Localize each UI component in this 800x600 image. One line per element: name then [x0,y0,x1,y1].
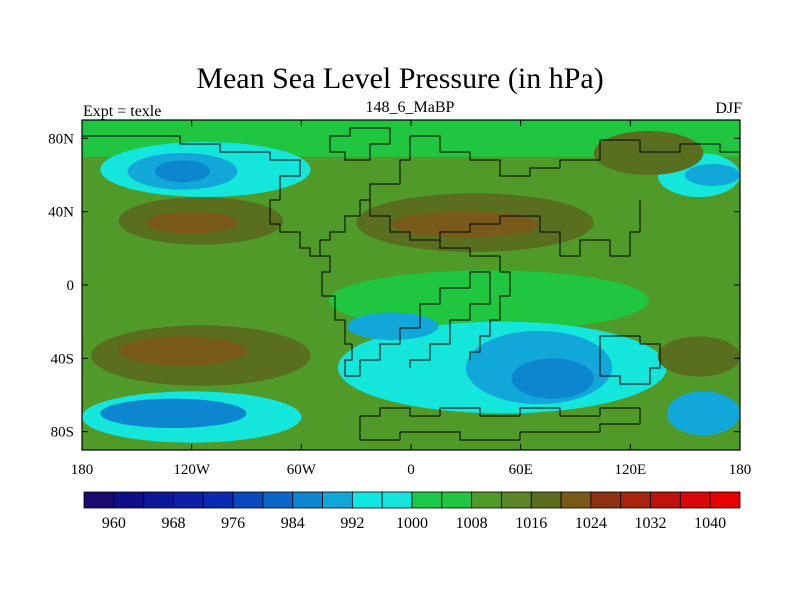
x-tick-label: 60W [287,462,317,478]
colorbar: 960 968 976 984 992 1000 1008 1016 1024 1032 1040 [83,491,741,532]
colorbar-label: 1008 [456,515,488,532]
experiment-label: Expt = texle [83,103,162,120]
period-label: 148_6_MaBP [365,99,455,116]
season-label: DJF [715,100,742,117]
colorbar-label: 960 [102,515,126,532]
field-north-subtropical-high-east-core [392,211,539,238]
coastline-north-america [82,135,411,257]
colorbar-box [441,491,473,509]
colorbar-label: 968 [161,515,185,532]
y-axis: 80N 40N 0 40S 80S [48,131,740,441]
colorbar-box [650,491,681,509]
colorbar-box [232,491,264,509]
colorbar-box [411,491,443,509]
colorbar-label: 1000 [396,515,428,532]
colorbar-box [143,491,174,509]
field-southern-low-east-core [511,358,594,399]
colorbar-box [83,491,115,509]
colorbar-label: 1040 [694,515,726,532]
colorbar-box [471,491,502,509]
colorbar-box [322,491,353,509]
coastline-australia [599,335,661,385]
pressure-field [82,120,740,450]
field-siberian-high [593,131,704,175]
x-tick-label: 120W [173,462,211,478]
colorbar-label: 1032 [635,515,667,532]
coastline-greenland [329,127,391,161]
colorbar-box [501,491,532,509]
colorbar-box [590,491,622,509]
colorbar-label: 984 [281,515,305,532]
colorbar-box [173,491,204,509]
x-tick-label: 180 [729,462,752,478]
colorbar-label: 1016 [515,515,547,532]
x-tick-label: 60E [509,462,533,478]
y-tick-label: 0 [67,278,75,294]
coastline-africa [410,239,511,360]
x-tick-label: 0 [407,462,415,478]
colorbar-box [262,491,294,509]
colorbar-box [351,491,383,509]
field-north-subtropical-high-west-core [145,211,238,234]
colorbar-label: 1024 [575,515,607,532]
field-asia-low-inner [685,164,740,186]
y-tick-label: 40S [51,351,74,367]
field-south-pacific-high-east [657,336,740,377]
y-tick-label: 80N [48,131,74,147]
field-south-subtropical-high-core [118,336,247,366]
field-north-pacific-low-core [155,160,210,183]
colorbar-label: 992 [340,515,364,532]
y-tick-label: 80S [51,425,74,441]
coastline-south-america [320,255,491,377]
coastlines [82,127,740,441]
x-axis: 180 120W 60W 0 60E 120E 180 [71,120,752,478]
field-circumpolar-trough-east [666,391,740,436]
y-tick-label: 40N [48,205,74,221]
coastline-eurasia [369,135,740,257]
colorbar-box [202,491,234,509]
colorbar-label: 976 [221,515,245,532]
colorbar-box [709,491,741,509]
coastline-antarctica [359,407,641,441]
colorbar-box [381,491,413,509]
field-southern-low-west [347,312,439,340]
chart-title: Mean Sea Level Pressure (in hPa) [196,62,604,95]
colorbar-box [113,491,145,509]
colorbar-box [292,491,323,509]
colorbar-box [679,491,711,509]
colorbar-box [560,491,592,509]
x-tick-label: 120E [614,462,646,478]
x-tick-label: 180 [71,462,94,478]
field-circumpolar-trough-core [100,398,247,429]
colorbar-box [620,491,651,509]
colorbar-box [530,491,562,509]
